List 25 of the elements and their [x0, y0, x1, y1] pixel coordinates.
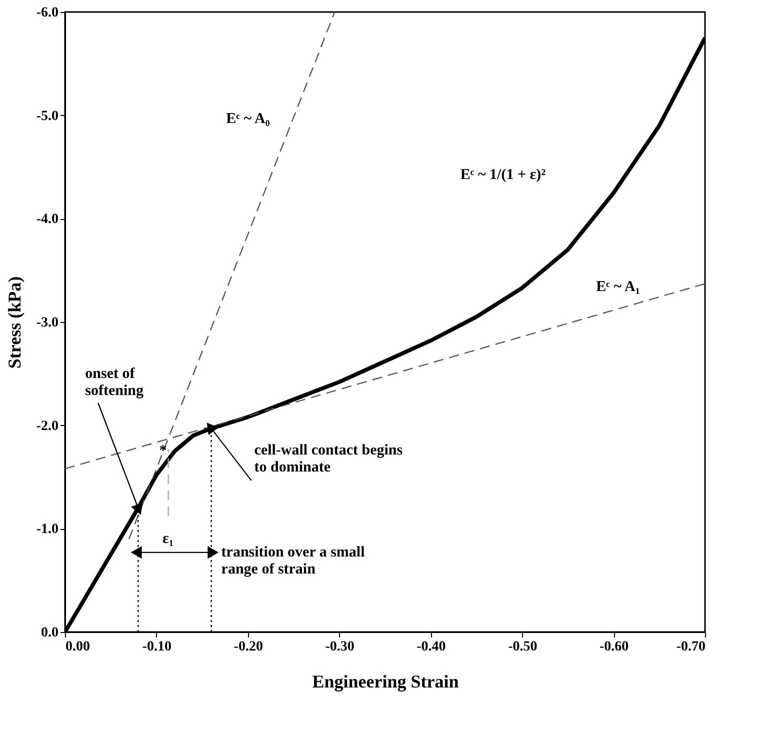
y-tick-label: -1.0: [36, 522, 58, 538]
x-tick-label: -0.30: [325, 640, 354, 654]
y-tick-label: 0.0: [41, 626, 58, 640]
annotation: ε₁: [162, 531, 174, 547]
annotation: Eᶜ ~ A₁: [596, 279, 640, 295]
annotation: *: [159, 442, 167, 459]
annotation: cell-wall contact begins to dominate: [254, 442, 403, 476]
x-tick-label: 0.00: [66, 640, 90, 654]
x-tick-label: -0.60: [599, 640, 629, 654]
x-axis-title: Engineering Strain: [312, 672, 459, 692]
x-tick-label: -0.20: [234, 640, 263, 654]
y-tick-label: -2.0: [36, 418, 58, 434]
annotation: transition over a small range of strain: [221, 544, 365, 578]
x-tick-label: -0.50: [508, 640, 538, 654]
annotation: Eᶜ ~ 1/(1 + ε)²: [460, 167, 546, 183]
x-tick-label: -0.40: [416, 640, 446, 654]
y-axis-title: Stress (kPa): [4, 276, 24, 369]
annotation: Eᶜ ~ A₀: [226, 111, 270, 127]
y-tick-label: -5.0: [36, 108, 58, 124]
y-tick-label: -4.0: [36, 212, 58, 228]
x-tick-label: -0.10: [142, 640, 172, 654]
y-tick-label: -6.0: [36, 6, 58, 20]
y-tick-label: -3.0: [36, 316, 58, 330]
x-tick-label: -0.70: [676, 640, 706, 654]
annotation: onset of softening: [85, 366, 144, 399]
